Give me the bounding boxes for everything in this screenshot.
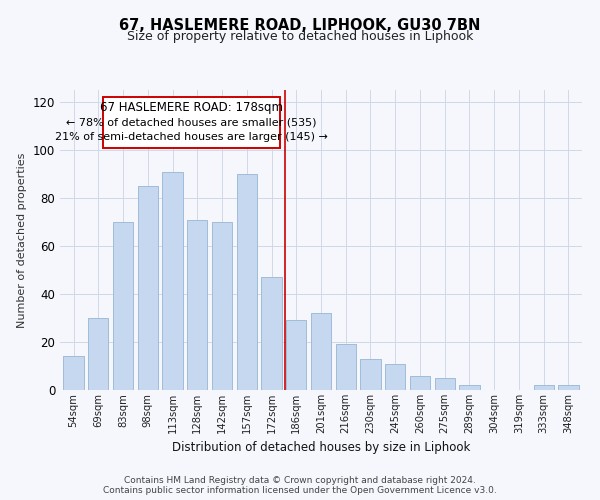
- Bar: [236, 174, 257, 390]
- Bar: [88, 318, 109, 390]
- Text: Contains HM Land Registry data © Crown copyright and database right 2024.: Contains HM Land Registry data © Crown c…: [124, 476, 476, 485]
- Bar: [410, 376, 430, 390]
- Bar: [558, 385, 578, 390]
- Bar: [385, 364, 406, 390]
- Bar: [459, 385, 479, 390]
- Bar: [137, 186, 158, 390]
- Bar: [163, 172, 183, 390]
- Bar: [187, 220, 208, 390]
- Text: 67 HASLEMERE ROAD: 178sqm: 67 HASLEMERE ROAD: 178sqm: [100, 102, 283, 114]
- Y-axis label: Number of detached properties: Number of detached properties: [17, 152, 27, 328]
- Bar: [335, 344, 356, 390]
- Bar: [113, 222, 133, 390]
- Bar: [434, 378, 455, 390]
- Text: 67, HASLEMERE ROAD, LIPHOOK, GU30 7BN: 67, HASLEMERE ROAD, LIPHOOK, GU30 7BN: [119, 18, 481, 32]
- Bar: [262, 277, 281, 390]
- Bar: [533, 385, 554, 390]
- Text: 21% of semi-detached houses are larger (145) →: 21% of semi-detached houses are larger (…: [55, 132, 328, 142]
- X-axis label: Distribution of detached houses by size in Liphook: Distribution of detached houses by size …: [172, 442, 470, 454]
- Text: ← 78% of detached houses are smaller (535): ← 78% of detached houses are smaller (53…: [67, 118, 317, 128]
- Text: Contains public sector information licensed under the Open Government Licence v3: Contains public sector information licen…: [103, 486, 497, 495]
- Text: Size of property relative to detached houses in Liphook: Size of property relative to detached ho…: [127, 30, 473, 43]
- Bar: [286, 320, 307, 390]
- Bar: [212, 222, 232, 390]
- FancyBboxPatch shape: [103, 97, 280, 148]
- Bar: [361, 359, 380, 390]
- Bar: [64, 356, 84, 390]
- Bar: [311, 313, 331, 390]
